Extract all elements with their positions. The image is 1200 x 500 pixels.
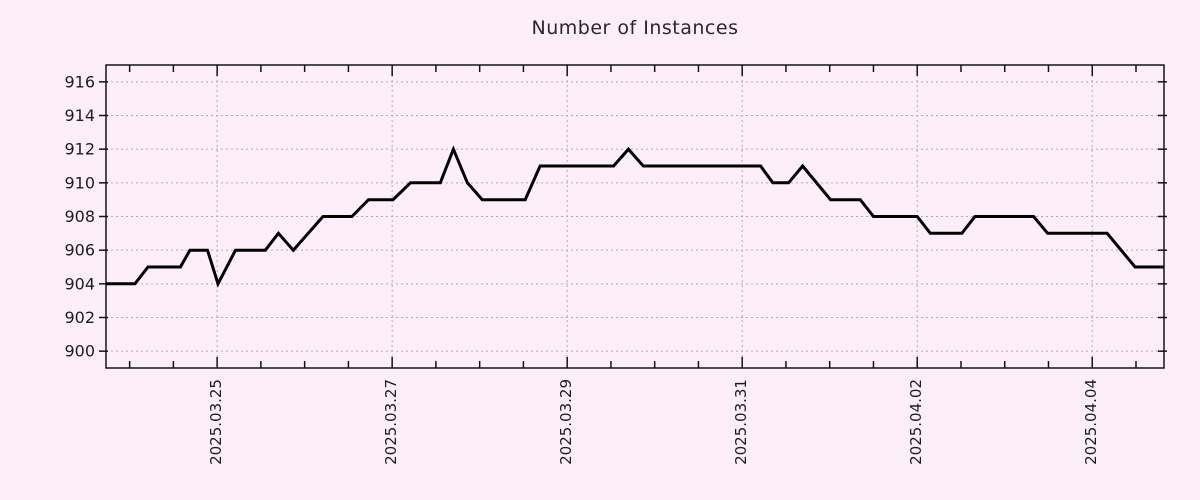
x-tick-label: 2025.03.25 bbox=[207, 379, 225, 465]
x-tick-label: 2025.04.02 bbox=[907, 379, 925, 465]
y-tick-label: 914 bbox=[64, 106, 95, 125]
y-tick-label: 916 bbox=[64, 72, 95, 91]
chart-title: Number of Instances bbox=[531, 17, 739, 39]
y-tick-label: 902 bbox=[64, 308, 95, 327]
x-tick-label: 2025.03.29 bbox=[557, 379, 575, 465]
x-tick-label: 2025.03.27 bbox=[382, 379, 400, 465]
series-line-instances bbox=[106, 145, 1164, 288]
x-tick-label: 2025.04.04 bbox=[1082, 379, 1100, 465]
plot-border bbox=[105, 64, 1165, 369]
y-tick-label: 906 bbox=[64, 241, 95, 260]
y-tick-label: 904 bbox=[64, 274, 95, 293]
x-tick-label: 2025.03.31 bbox=[732, 379, 750, 465]
y-tick-label: 900 bbox=[64, 342, 95, 361]
y-tick-label: 910 bbox=[64, 173, 95, 192]
y-tick-label: 912 bbox=[64, 140, 95, 159]
y-tick-label: 908 bbox=[64, 207, 95, 226]
